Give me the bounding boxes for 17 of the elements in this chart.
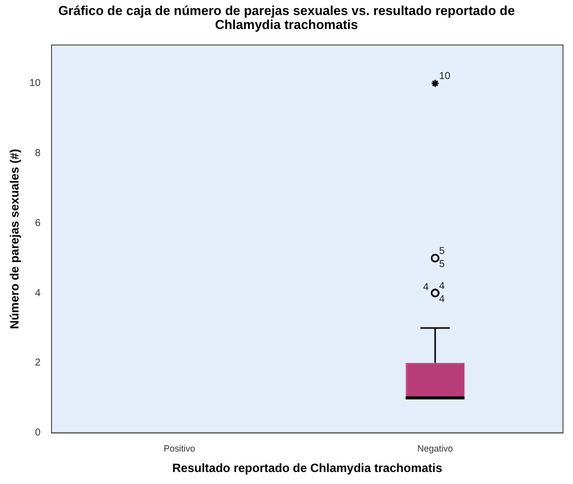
annotation: 5 [439, 246, 446, 257]
x-tick-label: Positivo [164, 444, 196, 454]
y-tick-label: 6 [34, 218, 41, 229]
x-axis-title: Resultado reportado de Chlamydia trachomatis [172, 461, 443, 476]
chart-title: Gráfico de caja de número de parejas sexuales vs. resultado reportado de Chlamydia trachomatis [57, 3, 516, 34]
annotation: 4 [439, 280, 446, 292]
y-tick-label: 0 [34, 428, 41, 439]
annotation: 5 [439, 258, 446, 270]
y-tick-label: 2 [34, 358, 41, 369]
annotation: 4 [439, 294, 446, 305]
y-tick-label: 10 [29, 78, 41, 90]
y-axis-title: Número de parejas sexuales (#) [8, 148, 22, 329]
annotation: 10 [439, 71, 451, 82]
x-tick-label: Negativo [417, 444, 453, 454]
y-tick-label: 4 [34, 288, 41, 299]
y-tick-label: 8 [34, 148, 41, 160]
annotation: 4 [423, 282, 430, 293]
